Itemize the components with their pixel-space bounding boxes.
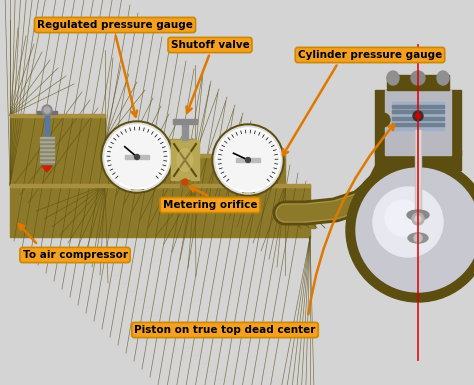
- Circle shape: [44, 107, 50, 113]
- Bar: [10, 115, 105, 185]
- Circle shape: [412, 213, 424, 225]
- Bar: [40, 145, 54, 146]
- Bar: [40, 141, 54, 142]
- Bar: [195, 154, 285, 157]
- Bar: [415, 130, 421, 215]
- Text: Regulated pressure gauge: Regulated pressure gauge: [37, 20, 193, 30]
- Bar: [45, 114, 49, 117]
- Bar: [392, 102, 444, 130]
- Circle shape: [356, 168, 474, 292]
- Circle shape: [42, 105, 52, 115]
- Polygon shape: [42, 166, 52, 172]
- Bar: [180, 180, 190, 187]
- Circle shape: [212, 124, 284, 196]
- Bar: [392, 110, 444, 113]
- Bar: [40, 154, 54, 156]
- Bar: [171, 140, 199, 180]
- Circle shape: [107, 127, 167, 187]
- Circle shape: [376, 113, 390, 127]
- Bar: [10, 185, 310, 237]
- Bar: [40, 138, 54, 140]
- Bar: [40, 150, 54, 152]
- Circle shape: [214, 126, 282, 194]
- Circle shape: [135, 154, 139, 159]
- Circle shape: [411, 71, 425, 85]
- Bar: [416, 130, 420, 215]
- Text: Cylinder pressure gauge: Cylinder pressure gauge: [298, 50, 442, 60]
- Text: Metering orifice: Metering orifice: [163, 200, 257, 210]
- Bar: [392, 105, 444, 108]
- Bar: [285, 212, 315, 228]
- Ellipse shape: [407, 210, 429, 220]
- Bar: [173, 119, 197, 124]
- Text: Piston on true top dead center: Piston on true top dead center: [134, 325, 316, 335]
- Bar: [375, 90, 461, 155]
- Ellipse shape: [387, 71, 399, 85]
- Ellipse shape: [408, 233, 428, 243]
- Bar: [105, 140, 195, 185]
- Bar: [40, 162, 54, 164]
- Circle shape: [385, 200, 421, 236]
- Circle shape: [414, 234, 422, 242]
- Bar: [40, 153, 54, 154]
- Bar: [45, 114, 49, 142]
- Text: To air compressor: To air compressor: [22, 250, 128, 260]
- Bar: [392, 117, 444, 120]
- Circle shape: [101, 121, 173, 193]
- Circle shape: [246, 157, 250, 162]
- Circle shape: [373, 187, 443, 257]
- Bar: [40, 161, 54, 162]
- Circle shape: [103, 123, 171, 191]
- Bar: [40, 142, 54, 144]
- Bar: [10, 184, 310, 187]
- Bar: [40, 157, 54, 158]
- Ellipse shape: [177, 149, 193, 171]
- Bar: [125, 155, 149, 159]
- Bar: [236, 158, 260, 162]
- Bar: [195, 155, 285, 185]
- Bar: [10, 114, 105, 117]
- Bar: [375, 150, 461, 170]
- Bar: [40, 149, 54, 150]
- Bar: [242, 187, 254, 192]
- Bar: [387, 75, 449, 90]
- Circle shape: [416, 114, 420, 119]
- Circle shape: [218, 130, 278, 190]
- Bar: [131, 187, 143, 189]
- Bar: [385, 90, 451, 155]
- Circle shape: [346, 158, 474, 302]
- Bar: [37, 111, 57, 114]
- Circle shape: [216, 128, 280, 192]
- Bar: [40, 137, 54, 138]
- Circle shape: [415, 216, 421, 222]
- Bar: [105, 139, 195, 142]
- Ellipse shape: [437, 71, 449, 85]
- Bar: [40, 146, 54, 148]
- Circle shape: [413, 111, 423, 121]
- Bar: [182, 122, 188, 140]
- Bar: [40, 158, 54, 160]
- Text: Shutoff valve: Shutoff valve: [171, 40, 249, 50]
- Circle shape: [182, 179, 188, 185]
- Circle shape: [105, 125, 169, 189]
- Bar: [392, 123, 444, 126]
